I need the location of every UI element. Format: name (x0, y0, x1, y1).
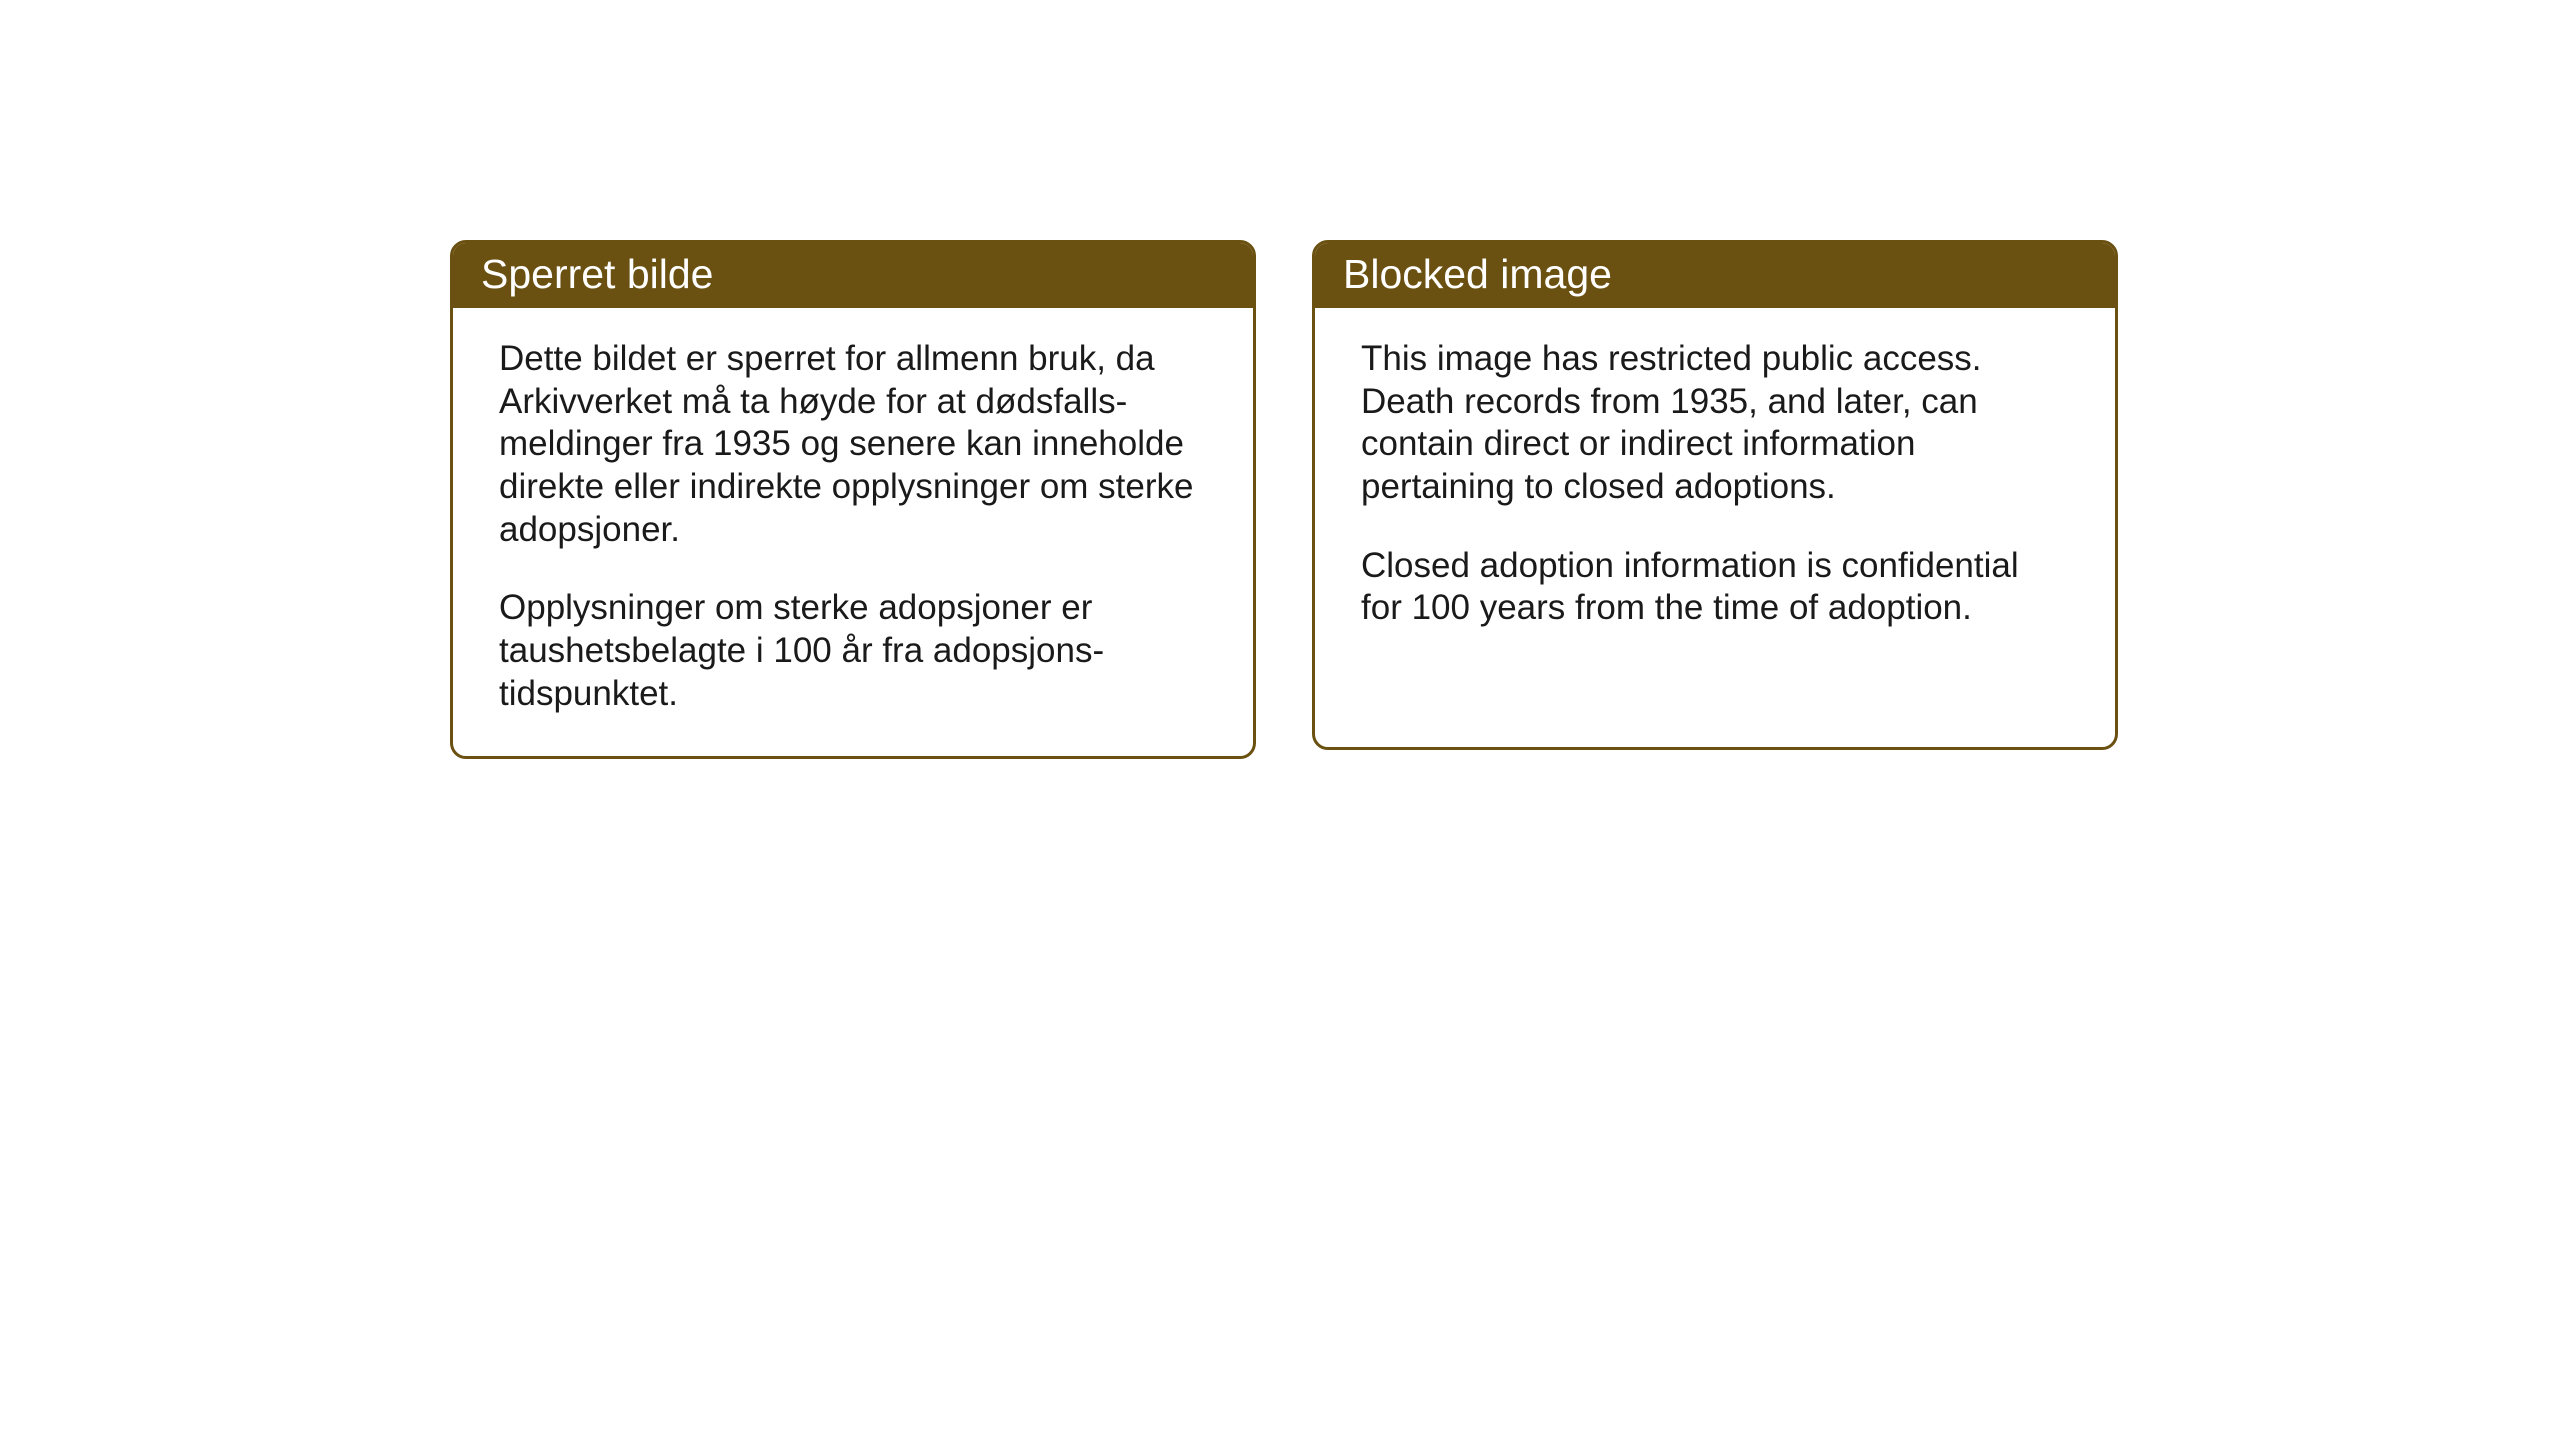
notice-card-header: Sperret bilde (453, 243, 1253, 308)
notice-card-header: Blocked image (1315, 243, 2115, 308)
notice-card-norwegian: Sperret bilde Dette bildet er sperret fo… (450, 240, 1256, 759)
notice-paragraph: Dette bildet er sperret for allmenn bruk… (499, 338, 1207, 551)
notice-paragraph: Closed adoption information is confident… (1361, 545, 2069, 630)
notice-title: Blocked image (1343, 251, 1612, 297)
notice-paragraph: Opplysninger om sterke adopsjoner er tau… (499, 587, 1207, 715)
notice-card-body: Dette bildet er sperret for allmenn bruk… (453, 308, 1253, 756)
notice-paragraph: This image has restricted public access.… (1361, 338, 2069, 509)
notice-card-body: This image has restricted public access.… (1315, 308, 2115, 670)
notice-card-english: Blocked image This image has restricted … (1312, 240, 2118, 750)
notice-title: Sperret bilde (481, 251, 713, 297)
notice-container: Sperret bilde Dette bildet er sperret fo… (450, 240, 2118, 759)
